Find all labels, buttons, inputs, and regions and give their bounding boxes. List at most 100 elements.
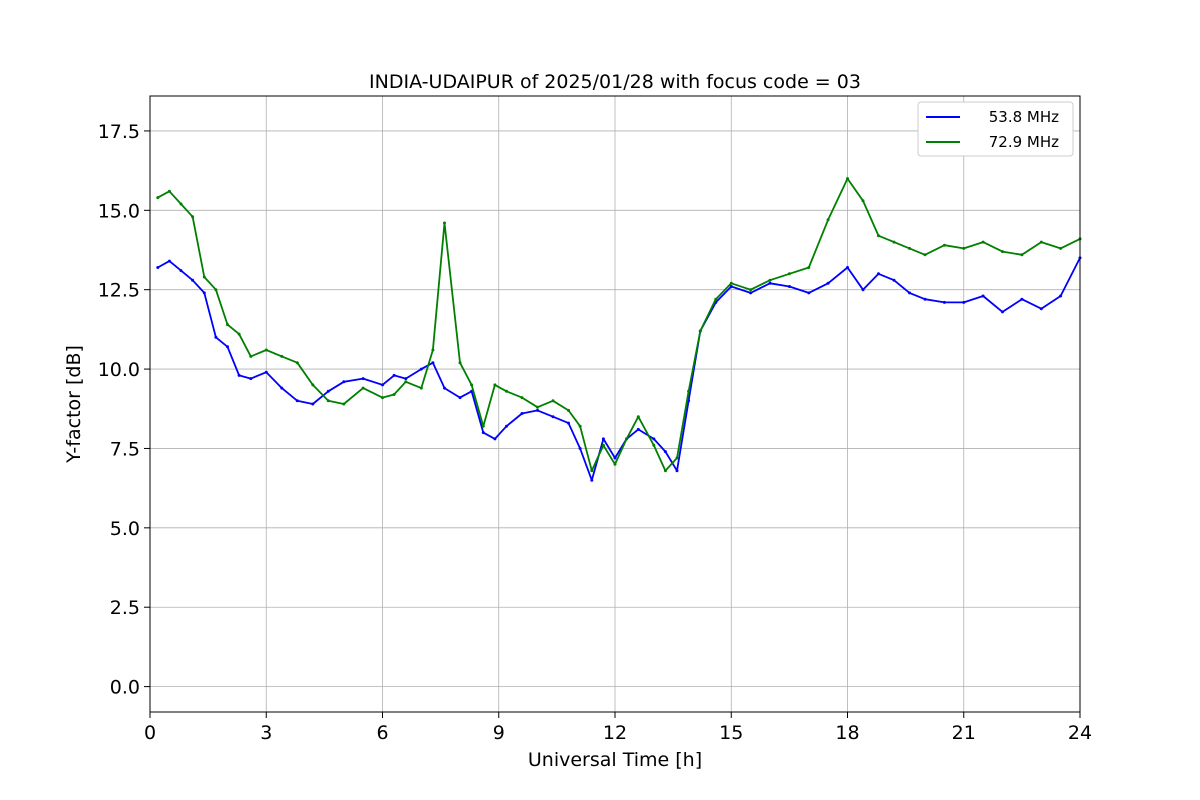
data-point	[326, 399, 330, 403]
data-point	[520, 412, 524, 415]
data-point	[590, 469, 594, 473]
data-point	[1039, 307, 1043, 311]
data-point	[625, 437, 629, 441]
y-tick-label: 0.0	[110, 677, 140, 699]
data-point	[1001, 250, 1004, 254]
data-point	[768, 278, 772, 282]
data-point	[237, 332, 241, 336]
x-tick-label: 3	[260, 722, 272, 744]
x-tick-label: 9	[493, 722, 505, 744]
data-point	[892, 278, 896, 282]
data-point	[714, 297, 718, 301]
data-point	[361, 377, 365, 381]
data-point	[636, 415, 640, 419]
data-point	[1020, 253, 1024, 257]
data-point	[768, 281, 772, 285]
data-point	[520, 396, 524, 400]
data-point	[892, 240, 896, 244]
data-point	[749, 291, 753, 295]
data-point	[787, 285, 791, 288]
data-point	[1059, 294, 1063, 298]
data-point	[578, 447, 582, 450]
data-point	[361, 386, 365, 390]
data-point	[443, 386, 446, 390]
data-point	[156, 196, 160, 200]
x-tick-label: 18	[835, 722, 859, 744]
x-tick-label: 0	[144, 722, 156, 744]
data-point	[202, 275, 206, 279]
y-axis-label: Y-factor [dB]	[63, 345, 85, 464]
data-point	[237, 373, 241, 377]
data-point	[264, 348, 268, 352]
data-point	[505, 389, 508, 393]
legend: 53.8 MHz 72.9 MHz	[917, 101, 1074, 157]
data-point	[567, 408, 570, 412]
data-point	[481, 424, 485, 428]
data-point	[826, 218, 830, 222]
data-point	[877, 272, 880, 276]
data-point	[663, 469, 667, 473]
data-point	[419, 386, 423, 390]
data-point	[167, 259, 171, 263]
data-point	[392, 393, 396, 396]
grid	[149, 96, 1081, 712]
data-point	[908, 291, 911, 295]
data-point	[981, 240, 985, 244]
data-point	[481, 431, 485, 435]
data-point	[807, 291, 811, 295]
data-point	[601, 443, 605, 447]
x-tick-label: 12	[603, 722, 627, 744]
data-point	[404, 380, 408, 384]
data-point	[431, 348, 435, 352]
data-point	[846, 266, 849, 269]
data-point	[214, 335, 218, 339]
data-point	[458, 396, 462, 400]
data-point	[505, 424, 508, 428]
data-point	[280, 386, 284, 390]
data-point	[214, 288, 218, 292]
data-point	[179, 202, 183, 206]
data-point	[687, 389, 691, 393]
data-point	[601, 437, 605, 441]
data-point	[167, 189, 171, 193]
series-layer	[156, 177, 1082, 482]
data-point	[962, 246, 966, 250]
data-point	[179, 269, 183, 273]
data-point	[311, 383, 315, 387]
data-point	[729, 281, 733, 285]
data-point	[280, 354, 284, 358]
data-point	[156, 266, 160, 269]
data-point	[295, 399, 299, 403]
data-point	[264, 370, 268, 374]
x-tick-label: 24	[1068, 722, 1092, 744]
chart-title: INDIA-UDAIPUR of 2025/01/28 with focus c…	[369, 71, 861, 93]
data-point	[861, 199, 865, 203]
y-tick-label: 12.5	[98, 280, 140, 302]
data-point	[431, 361, 435, 365]
data-point	[652, 443, 656, 447]
x-tick-label: 15	[719, 722, 743, 744]
y-tick-label: 5.0	[110, 518, 140, 540]
axis-ticks: 0 3 6 9 12 15 18 21 24 0.0 2.5 5.0 7.5 10.0 12.5 15.0 17…	[98, 121, 1092, 744]
data-point	[942, 243, 946, 247]
y-tick-label: 7.5	[110, 438, 140, 460]
data-point	[1039, 240, 1043, 244]
data-point	[551, 415, 555, 419]
data-point	[962, 300, 966, 304]
y-tick-label: 10.0	[98, 359, 140, 381]
series-line-2	[157, 177, 1081, 472]
x-axis-label: Universal Time [h]	[528, 749, 702, 771]
data-point	[807, 266, 811, 269]
data-point	[749, 288, 753, 292]
data-point	[342, 380, 346, 384]
data-point	[458, 361, 462, 365]
data-point	[342, 402, 346, 406]
data-point	[861, 288, 865, 292]
data-point	[567, 421, 570, 425]
data-point	[590, 478, 594, 482]
data-point	[226, 323, 229, 327]
data-point	[908, 246, 911, 250]
data-point	[663, 450, 667, 454]
data-point	[826, 281, 830, 285]
